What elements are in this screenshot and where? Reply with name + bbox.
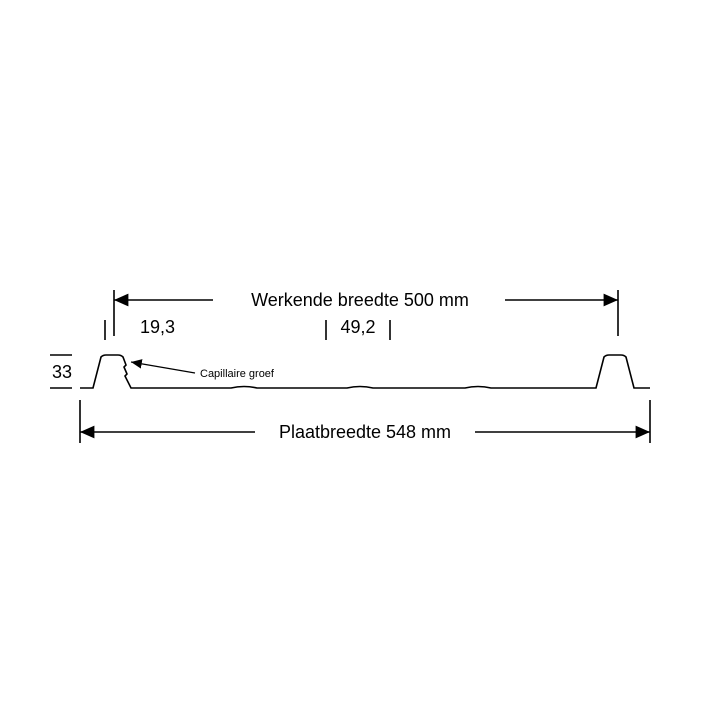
dim-rib-top-width: 19,3	[105, 317, 175, 340]
label-working-width: Werkende breedte 500 mm	[251, 290, 469, 310]
dim-plate-width: Plaatbreedte 548 mm	[80, 400, 650, 443]
profile-cross-section	[80, 355, 650, 388]
label-plate-width: Plaatbreedte 548 mm	[279, 422, 451, 442]
dim-center-width: 49,2	[326, 317, 390, 340]
profile-diagram: Werkende breedte 500 mm 19,3 49,2 33 Cap…	[0, 0, 725, 725]
label-center-width: 49,2	[340, 317, 375, 337]
label-capillary: Capillaire groef	[200, 368, 275, 380]
label-height: 33	[52, 362, 72, 382]
label-rib-top-width: 19,3	[140, 317, 175, 337]
dim-height: 33	[50, 355, 72, 388]
callout-capillary: Capillaire groef	[131, 362, 275, 380]
